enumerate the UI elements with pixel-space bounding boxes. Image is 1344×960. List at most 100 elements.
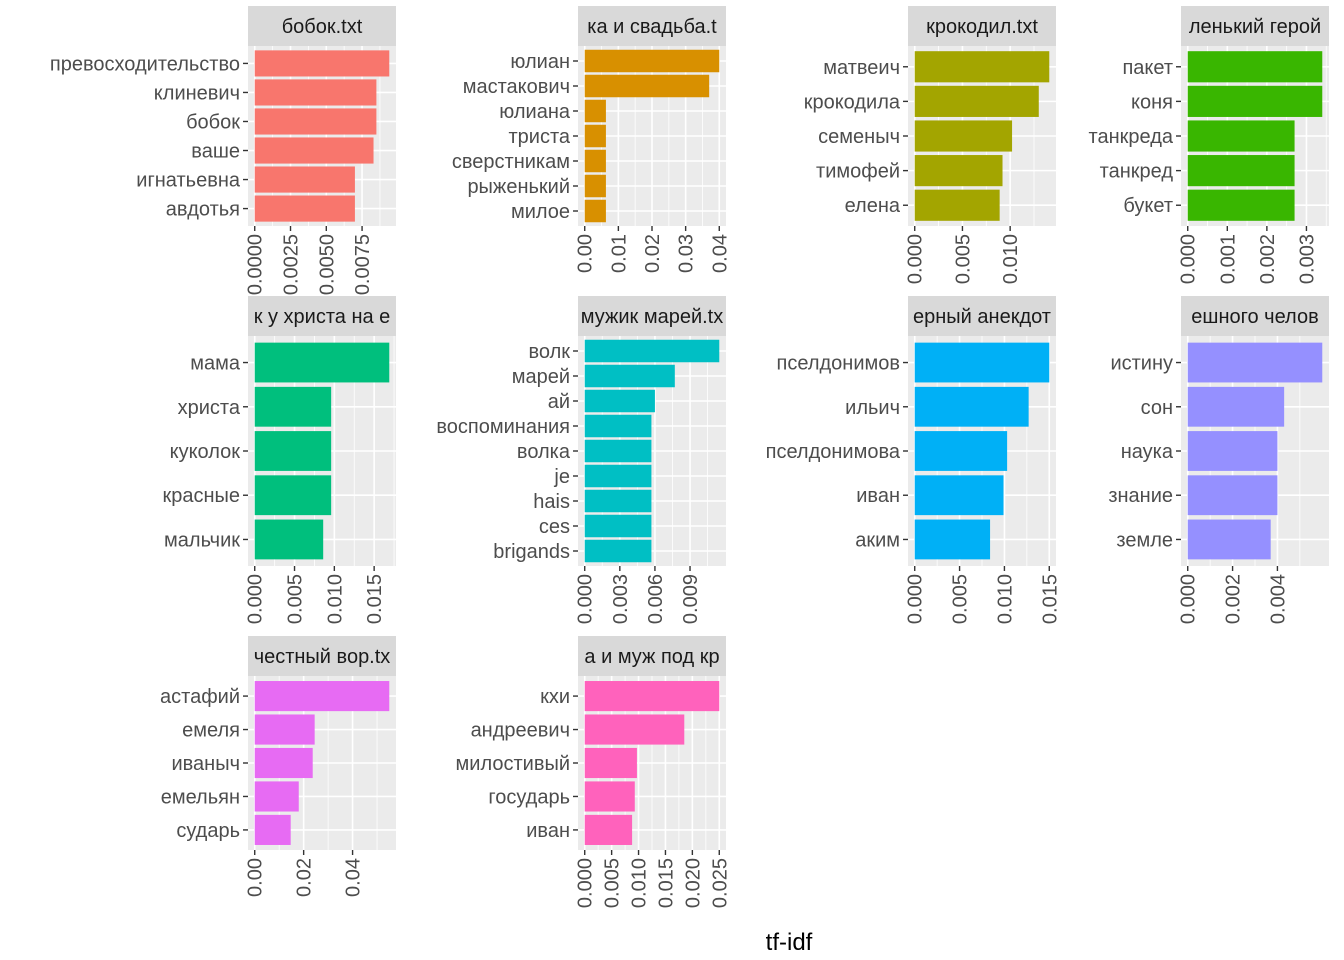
bar bbox=[914, 85, 1039, 117]
bar bbox=[254, 814, 291, 845]
category-label: танкреда bbox=[1089, 126, 1174, 148]
category-label: ваше bbox=[191, 141, 240, 163]
category-label: клиневич bbox=[154, 82, 240, 104]
bar bbox=[254, 781, 299, 812]
x-tick-label: 0.005 bbox=[950, 574, 972, 624]
bar bbox=[1187, 519, 1271, 560]
x-tick-label: 0.015 bbox=[655, 858, 677, 908]
x-tick-label: 0.02 bbox=[642, 234, 664, 273]
x-tick-label: 0.020 bbox=[682, 858, 704, 908]
bar bbox=[1187, 85, 1323, 117]
bar bbox=[1187, 120, 1295, 152]
category-label: емеля bbox=[182, 720, 240, 742]
facet-panel: ешного челов истину сон наука знание земле 0.0… bbox=[1108, 296, 1329, 624]
bar bbox=[584, 464, 652, 488]
bar bbox=[584, 414, 652, 438]
strip-background bbox=[1181, 296, 1329, 336]
category-label: мальчик bbox=[164, 529, 240, 551]
strip-title: к у христа на е bbox=[254, 306, 391, 328]
x-tick-label: 0.03 bbox=[676, 234, 698, 273]
strip-title: крокодил.txt bbox=[926, 16, 1038, 38]
category-label: воспоминания bbox=[436, 416, 570, 438]
x-tick-label: 0.04 bbox=[709, 234, 731, 273]
bar bbox=[914, 155, 1003, 187]
x-tick-label: 0.006 bbox=[645, 574, 667, 624]
bar bbox=[1187, 189, 1295, 221]
x-tick-label: 0.004 bbox=[1267, 574, 1289, 624]
category-label: истину bbox=[1110, 353, 1173, 375]
bar bbox=[914, 431, 1008, 471]
bar bbox=[1187, 51, 1323, 83]
x-tick-label: 0.010 bbox=[629, 858, 651, 908]
x-axis-label: tf-idf bbox=[766, 929, 813, 956]
facet-panel: ерный анекдот пселдонимов ильич пселдонимов… bbox=[766, 296, 1061, 624]
x-tick-label: 0.000 bbox=[575, 858, 597, 908]
bar bbox=[254, 195, 355, 222]
category-label: ильич bbox=[845, 397, 900, 419]
x-tick-label: 0.005 bbox=[952, 234, 974, 284]
category-label: марей bbox=[512, 366, 570, 388]
strip-title: ка и свадьба.t bbox=[587, 16, 717, 38]
category-label: милое bbox=[511, 201, 570, 223]
category-label: авдотья bbox=[166, 199, 240, 221]
category-label: кхи bbox=[540, 686, 570, 708]
category-label: букет bbox=[1123, 195, 1173, 217]
category-label: знание bbox=[1108, 485, 1173, 507]
category-label: семеныч bbox=[818, 126, 900, 148]
category-label: андреевич bbox=[471, 720, 570, 742]
x-tick-label: 0.010 bbox=[994, 574, 1016, 624]
category-label: государь bbox=[488, 786, 570, 808]
facet-panel: честный вор.tx астафий емеля иваныч емельян с… bbox=[160, 636, 396, 897]
category-label: сон bbox=[1141, 397, 1173, 419]
category-label: волк bbox=[528, 341, 570, 363]
x-tick-label: 0.04 bbox=[343, 858, 365, 897]
category-label: земле bbox=[1116, 529, 1173, 551]
bar bbox=[1187, 431, 1278, 471]
bar bbox=[254, 431, 332, 471]
category-label: пселдонимов bbox=[777, 353, 900, 375]
facet-panel: к у христа на е мама христа куколок красные м… bbox=[162, 296, 396, 624]
category-label: мама bbox=[190, 353, 241, 375]
x-tick-label: 0.009 bbox=[680, 574, 702, 624]
facet-panel: а и муж под кр кхи андреевич милостивый госу… bbox=[456, 636, 731, 908]
category-label: рыженький bbox=[467, 176, 570, 198]
strip-background bbox=[578, 6, 726, 46]
category-label: елена bbox=[845, 195, 901, 217]
bar bbox=[584, 814, 633, 845]
strip-title: ешного челов bbox=[1191, 306, 1318, 328]
strip-background bbox=[1181, 6, 1329, 46]
category-label: пселдонимова bbox=[766, 441, 901, 463]
x-tick-label: 0.000 bbox=[1178, 234, 1200, 284]
bar bbox=[584, 389, 655, 413]
bar bbox=[584, 339, 720, 363]
bar bbox=[914, 386, 1029, 427]
category-label: иван bbox=[526, 820, 570, 842]
bar bbox=[584, 174, 606, 198]
bar bbox=[584, 49, 720, 73]
category-label: волка bbox=[517, 441, 571, 463]
bar bbox=[584, 74, 710, 98]
x-tick-label: 0.001 bbox=[1217, 234, 1239, 284]
category-label: ces bbox=[539, 516, 570, 538]
x-tick-label: 0.000 bbox=[905, 574, 927, 624]
strip-title: мужик марей.tx bbox=[581, 306, 723, 328]
category-label: brigands bbox=[493, 541, 570, 563]
bar bbox=[254, 386, 332, 427]
bar bbox=[914, 342, 1050, 383]
x-tick-label: 0.000 bbox=[575, 574, 597, 624]
x-tick-label: 0.015 bbox=[1039, 574, 1061, 624]
x-tick-label: 0.005 bbox=[602, 858, 624, 908]
category-label: аким bbox=[855, 529, 900, 551]
category-label: емельян bbox=[161, 786, 240, 808]
category-label: наука bbox=[1121, 441, 1174, 463]
category-label: мастакович bbox=[463, 76, 570, 98]
strip-title: а и муж под кр bbox=[584, 646, 719, 668]
x-tick-label: 0.0075 bbox=[352, 234, 374, 295]
strip-background bbox=[908, 6, 1056, 46]
bar bbox=[584, 124, 606, 148]
bar bbox=[254, 681, 390, 712]
strip-title: бобок.txt bbox=[282, 16, 363, 38]
category-label: астафий bbox=[160, 686, 240, 708]
category-label: игнатьевна bbox=[136, 170, 241, 192]
x-tick-label: 0.005 bbox=[285, 574, 307, 624]
